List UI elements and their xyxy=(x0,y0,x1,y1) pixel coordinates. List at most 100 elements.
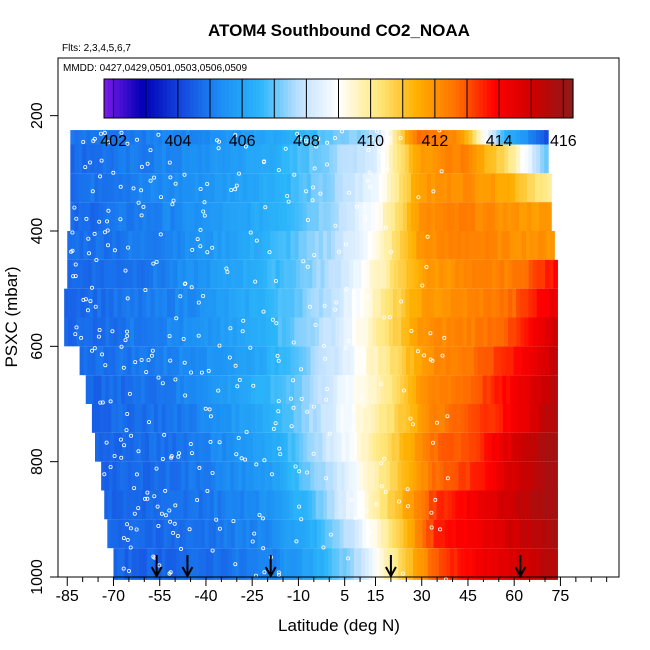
sample-point xyxy=(187,527,192,532)
heatmap-cell xyxy=(472,432,478,462)
heatmap-cell xyxy=(444,404,450,433)
colorbar-swatch xyxy=(412,79,418,118)
heatmap-cell xyxy=(150,404,155,433)
heatmap-cell xyxy=(422,173,428,203)
heatmap-cell xyxy=(364,144,370,174)
heatmap-cell xyxy=(222,461,228,491)
heatmap-cell xyxy=(301,375,307,404)
heatmap-cell xyxy=(416,548,422,580)
sample-point xyxy=(172,521,177,526)
y-tick-label: 1000 xyxy=(29,559,46,595)
heatmap-cell xyxy=(438,317,443,347)
colorbar-tick-label: 410 xyxy=(357,133,384,150)
heatmap-cell xyxy=(479,173,484,203)
heatmap-cell xyxy=(158,173,164,203)
heatmap-cell xyxy=(493,519,498,549)
heatmap-cell xyxy=(160,490,166,520)
heatmap-cell xyxy=(293,490,298,520)
heatmap-cell xyxy=(410,202,416,231)
heatmap-cell xyxy=(263,259,268,289)
heatmap-cell xyxy=(500,461,505,491)
heatmap-cell xyxy=(325,130,330,145)
heatmap-cell xyxy=(270,404,275,433)
heatmap-cell xyxy=(74,130,79,145)
heatmap-cell xyxy=(84,317,90,347)
heatmap-cell xyxy=(481,346,487,376)
heatmap-cell xyxy=(424,231,430,260)
heatmap-cell xyxy=(114,202,120,231)
sample-point xyxy=(382,456,387,461)
heatmap-cell xyxy=(90,130,95,145)
heatmap-cell xyxy=(512,259,518,289)
heatmap-cell xyxy=(111,231,117,260)
heatmap-cell xyxy=(527,548,533,580)
heatmap-cell xyxy=(435,375,441,404)
heatmap-cell xyxy=(349,490,355,520)
heatmap-cell xyxy=(392,130,398,145)
sample-point xyxy=(129,433,134,438)
heatmap-cell xyxy=(153,404,159,433)
heatmap-cell xyxy=(179,288,184,318)
heatmap-cell xyxy=(480,130,485,145)
heatmap-cell xyxy=(416,130,422,145)
heatmap-cell xyxy=(491,317,497,347)
heatmap-cell xyxy=(101,461,106,491)
heatmap-cell xyxy=(344,404,349,433)
heatmap-cell xyxy=(398,490,404,520)
heatmap-cell xyxy=(500,130,505,145)
heatmap-cell xyxy=(447,490,453,520)
heatmap-cell xyxy=(265,317,271,347)
heatmap-cell xyxy=(378,202,384,231)
heatmap-cell xyxy=(76,317,82,347)
heatmap-cell xyxy=(107,231,113,260)
heatmap-cell xyxy=(162,317,168,347)
heatmap-cell xyxy=(99,404,105,433)
colorbar-swatch xyxy=(318,79,324,118)
heatmap-cell xyxy=(492,259,497,289)
heatmap-cell xyxy=(553,375,558,404)
heatmap-cell xyxy=(230,259,236,289)
sample-point xyxy=(368,530,373,535)
heatmap-cell xyxy=(422,519,427,549)
colorbar-swatch xyxy=(393,79,398,118)
sample-point xyxy=(216,146,221,151)
heatmap-cell xyxy=(409,548,414,580)
heatmap-cell xyxy=(86,130,91,145)
heatmap-cell xyxy=(189,144,195,174)
heatmap-cell xyxy=(390,346,395,376)
heatmap-cell xyxy=(249,461,254,491)
heatmap-cell xyxy=(260,432,266,462)
heatmap-cell xyxy=(553,259,558,289)
sample-point xyxy=(425,234,430,239)
heatmap-cell xyxy=(417,317,423,347)
heatmap-cell xyxy=(388,519,393,549)
sample-point xyxy=(310,198,315,203)
colorbar-swatch xyxy=(537,79,543,118)
heatmap-cell xyxy=(479,202,484,231)
heatmap-cell xyxy=(345,375,350,404)
sample-point xyxy=(99,158,104,163)
heatmap-cell xyxy=(106,130,111,145)
sample-point xyxy=(125,329,130,334)
sample-point xyxy=(370,136,375,141)
heatmap-cell xyxy=(392,288,398,318)
heatmap-cell xyxy=(166,288,172,318)
colorbar-swatch xyxy=(526,79,531,118)
heatmap-cell xyxy=(363,231,369,260)
sample-point xyxy=(214,517,219,522)
heatmap-cell xyxy=(314,346,320,376)
heatmap-cell xyxy=(323,317,328,347)
heatmap-cell xyxy=(274,404,279,433)
heatmap-cell xyxy=(460,130,466,145)
heatmap-cell xyxy=(430,202,436,231)
heatmap-cell xyxy=(164,231,170,260)
colorbar-swatch xyxy=(518,79,523,118)
heatmap-cell xyxy=(508,317,513,347)
heatmap-cell xyxy=(199,317,205,347)
heatmap-cell xyxy=(414,519,420,549)
heatmap-cell xyxy=(279,461,285,491)
heatmap-cell xyxy=(437,432,443,462)
heatmap-cell xyxy=(409,288,415,318)
heatmap-cell xyxy=(171,288,176,318)
colorbar-swatch xyxy=(490,79,496,118)
